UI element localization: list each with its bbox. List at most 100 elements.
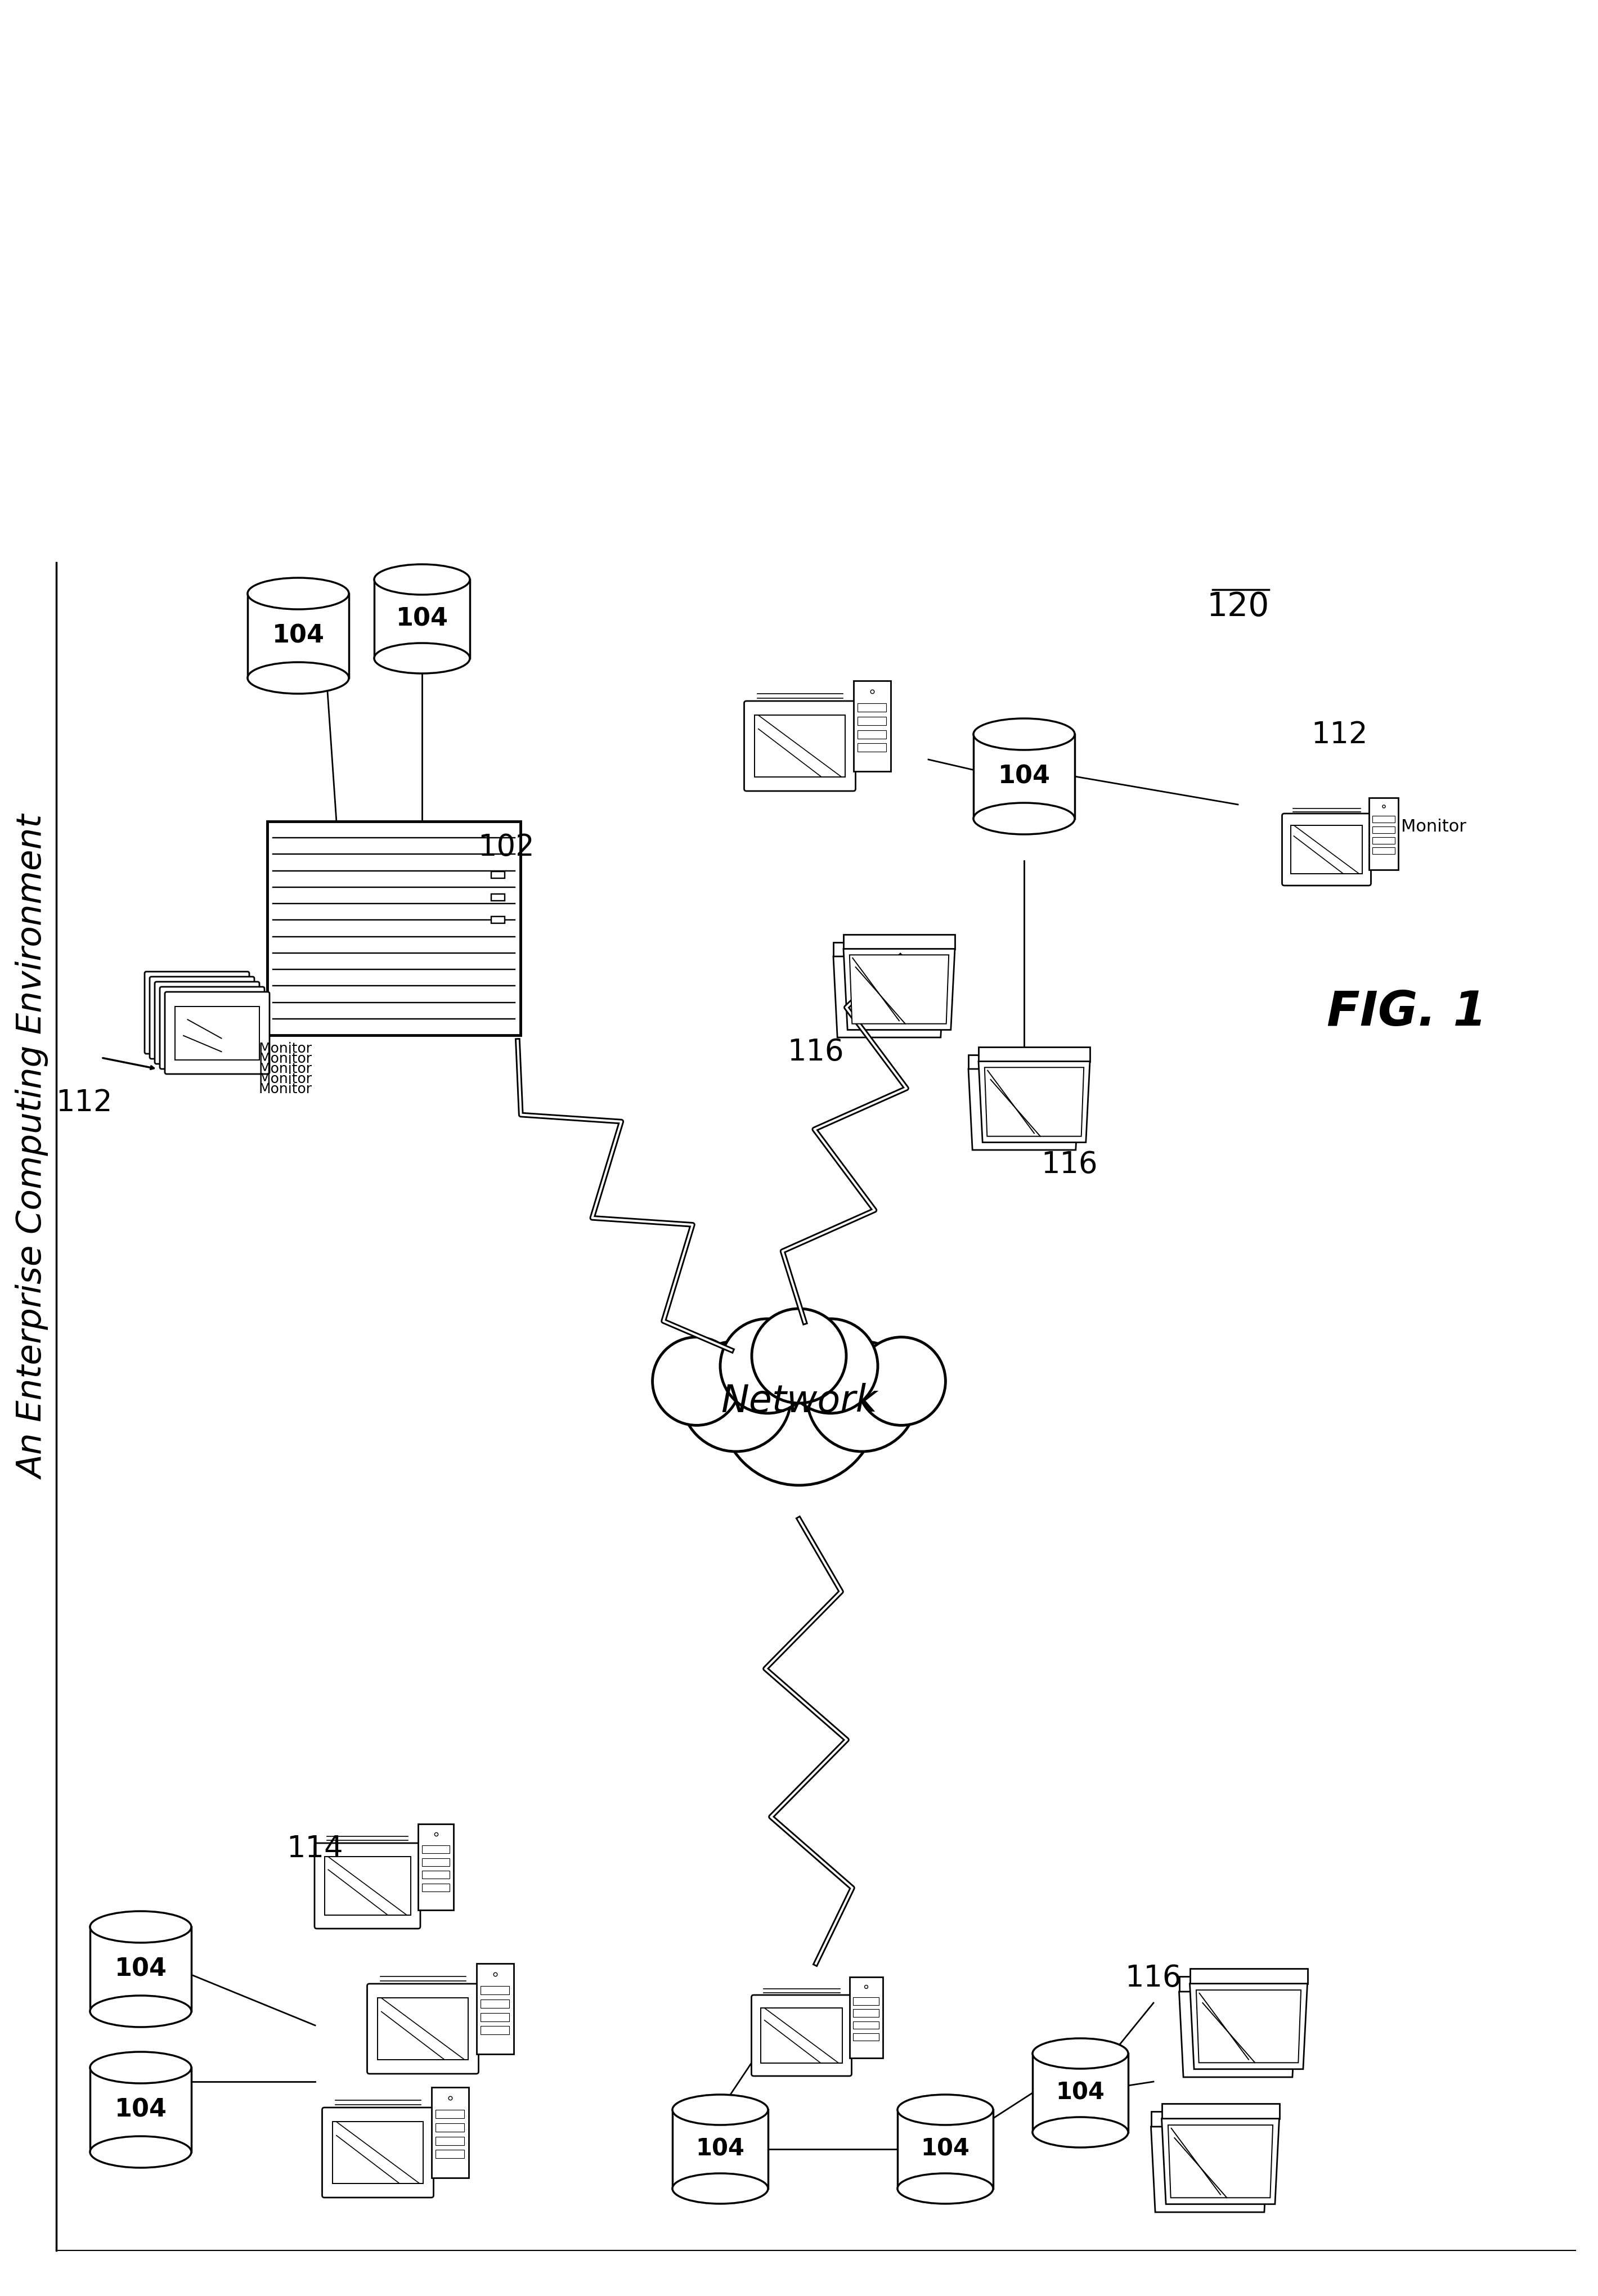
Bar [481, 1986, 510, 1995]
Ellipse shape [89, 2135, 192, 2167]
Text: 116: 116 [1125, 1963, 1183, 1993]
Circle shape [721, 1318, 815, 1414]
Ellipse shape [973, 719, 1075, 751]
Bar [491, 916, 505, 923]
Text: Network: Network [721, 1382, 877, 1419]
FancyBboxPatch shape [160, 987, 264, 1070]
Bar [1162, 2103, 1280, 2119]
Polygon shape [1197, 1991, 1301, 2062]
Bar [481, 2025, 510, 2034]
Ellipse shape [374, 643, 470, 673]
Bar [978, 1047, 1090, 1061]
Bar [754, 716, 845, 776]
FancyBboxPatch shape [150, 976, 254, 1058]
Bar [1179, 1977, 1296, 1991]
Text: 104: 104 [695, 2138, 745, 2161]
Bar [431, 2087, 468, 2179]
Bar [422, 1871, 449, 1878]
Bar [176, 1006, 259, 1061]
Ellipse shape [248, 579, 348, 608]
Bar [853, 2009, 879, 2016]
Bar [1369, 797, 1398, 870]
Ellipse shape [673, 2174, 769, 2204]
FancyBboxPatch shape [745, 700, 855, 792]
Bar [853, 2034, 879, 2041]
Text: Monitor: Monitor [259, 1063, 312, 1077]
Bar [332, 2122, 423, 2183]
Bar [481, 2014, 510, 2020]
Text: Monitor: Monitor [259, 1042, 312, 1056]
Text: 112: 112 [1310, 721, 1368, 748]
Text: An Enterprise Computing Environment: An Enterprise Computing Environment [18, 815, 51, 1479]
Bar [436, 2124, 465, 2131]
Ellipse shape [374, 565, 470, 595]
Ellipse shape [89, 2053, 192, 2082]
Bar [898, 2110, 992, 2188]
Bar [491, 893, 505, 900]
Circle shape [807, 1341, 917, 1451]
Bar [491, 872, 505, 879]
Bar [858, 730, 887, 739]
Circle shape [681, 1341, 791, 1451]
Text: Monitor: Monitor [259, 1081, 312, 1095]
Bar [267, 822, 521, 1035]
Text: Monitor: Monitor [1401, 820, 1467, 836]
Circle shape [652, 1336, 741, 1426]
Text: Monitor: Monitor [259, 1052, 312, 1065]
Bar [422, 1846, 449, 1853]
FancyBboxPatch shape [751, 1995, 852, 2076]
Ellipse shape [89, 1910, 192, 1942]
Text: 102: 102 [478, 833, 535, 861]
Bar [1373, 847, 1395, 854]
Bar [858, 716, 887, 726]
Ellipse shape [1032, 2039, 1128, 2069]
Text: 120: 120 [1206, 590, 1269, 622]
Text: 112: 112 [56, 1088, 112, 1118]
Bar [89, 1926, 192, 2011]
Bar [436, 2138, 465, 2144]
Text: 104: 104 [997, 765, 1050, 788]
Bar [1373, 827, 1395, 833]
Bar [761, 2009, 842, 2064]
Bar [1191, 1968, 1307, 1984]
Polygon shape [978, 1061, 1090, 1143]
Ellipse shape [673, 2094, 769, 2126]
Bar [853, 1998, 879, 2004]
Bar [324, 1857, 411, 1915]
Bar [844, 934, 956, 948]
Ellipse shape [898, 2094, 992, 2126]
Polygon shape [1162, 2119, 1280, 2204]
FancyBboxPatch shape [155, 983, 259, 1063]
Bar [1373, 815, 1395, 822]
Bar [476, 1963, 513, 2055]
Bar [853, 680, 890, 771]
Text: 104: 104 [272, 625, 324, 647]
Text: 104: 104 [1056, 2080, 1104, 2105]
Circle shape [751, 1309, 847, 1403]
Bar [968, 1054, 1080, 1070]
Bar [853, 2020, 879, 2030]
Bar [422, 1883, 449, 1892]
Polygon shape [833, 957, 944, 1038]
Bar [858, 744, 887, 751]
Bar [419, 1823, 454, 1910]
Bar [374, 579, 470, 659]
Ellipse shape [1032, 2117, 1128, 2147]
Text: FIG. 1: FIG. 1 [1326, 990, 1486, 1035]
Ellipse shape [898, 2174, 992, 2204]
Polygon shape [1168, 2126, 1274, 2197]
Bar [89, 2069, 192, 2151]
Polygon shape [1179, 1991, 1296, 2078]
FancyBboxPatch shape [368, 1984, 478, 2073]
Bar [377, 1998, 468, 2060]
Bar [481, 2000, 510, 2009]
Ellipse shape [89, 1995, 192, 2027]
Bar [436, 2110, 465, 2119]
Text: 104: 104 [115, 2099, 166, 2122]
Text: Monitor: Monitor [259, 1072, 312, 1086]
Ellipse shape [973, 804, 1075, 833]
Circle shape [783, 1318, 877, 1414]
Bar [973, 735, 1075, 820]
Text: 104: 104 [115, 1956, 166, 1981]
Text: 114: 114 [286, 1835, 344, 1864]
